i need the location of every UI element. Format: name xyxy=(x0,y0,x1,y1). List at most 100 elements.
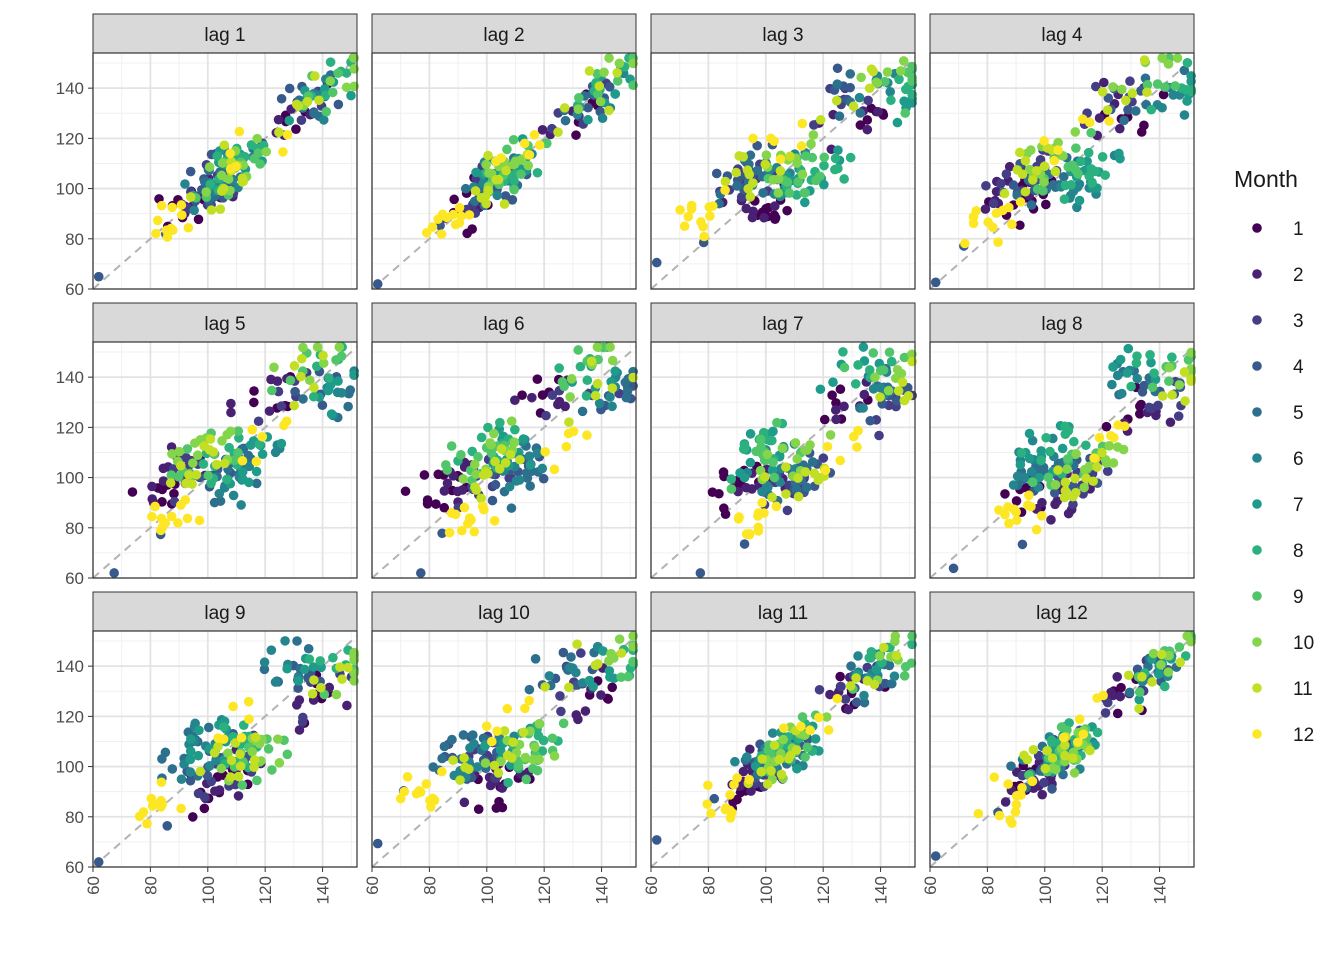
scatter-point xyxy=(215,204,226,214)
scatter-point xyxy=(622,386,633,397)
scatter-point xyxy=(249,386,259,396)
scatter-point xyxy=(237,780,248,790)
scatter-point xyxy=(499,199,510,209)
scatter-point xyxy=(278,147,288,157)
scatter-point xyxy=(838,347,848,357)
scatter-point xyxy=(470,186,481,196)
scatter-point xyxy=(1125,76,1135,87)
scatter-point xyxy=(793,176,804,187)
scatter-point xyxy=(194,515,205,526)
scatter-point xyxy=(427,222,438,232)
scatter-point xyxy=(274,127,284,138)
scatter-point xyxy=(263,744,274,754)
scatter-point xyxy=(519,138,530,149)
scatter-point xyxy=(269,362,279,373)
legend-label: 9 xyxy=(1293,587,1304,608)
x-tick-label: 140 xyxy=(314,876,333,904)
scatter-point xyxy=(173,518,183,528)
scatter-point xyxy=(547,390,558,400)
scatter-point xyxy=(1078,729,1089,740)
scatter-point xyxy=(757,497,767,508)
scatter-point xyxy=(1058,171,1069,182)
scatter-point xyxy=(835,455,846,466)
scatter-point xyxy=(209,747,220,758)
scatter-point xyxy=(510,395,520,405)
scatter-point xyxy=(495,745,506,756)
scatter-point xyxy=(335,662,345,672)
scatter-point xyxy=(592,89,603,100)
legend-label: 5 xyxy=(1293,403,1304,424)
legend-label: 6 xyxy=(1293,449,1304,470)
scatter-point xyxy=(204,445,215,455)
scatter-point xyxy=(862,676,873,686)
scatter-point xyxy=(292,636,302,646)
scatter-point xyxy=(897,377,908,388)
scatter-point xyxy=(564,417,574,427)
scatter-point xyxy=(1117,84,1127,95)
scatter-point xyxy=(447,734,457,745)
scatter-point xyxy=(886,95,896,106)
scatter-point xyxy=(282,663,292,674)
scatter-point xyxy=(525,460,536,470)
y-tick-label: 120 xyxy=(56,129,84,148)
scatter-point xyxy=(757,754,767,764)
scatter-point xyxy=(864,365,875,375)
scatter-point xyxy=(217,436,227,446)
scatter-point xyxy=(203,470,213,481)
scatter-point xyxy=(848,101,859,112)
scatter-point xyxy=(605,392,615,402)
scatter-point xyxy=(337,674,347,685)
scatter-point xyxy=(1007,219,1017,230)
scatter-point xyxy=(1100,708,1111,718)
scatter-point xyxy=(333,376,343,386)
scatter-point xyxy=(805,725,815,736)
scatter-point xyxy=(565,392,575,402)
scatter-point xyxy=(333,68,343,78)
y-tick-label: 120 xyxy=(56,707,84,726)
scatter-point xyxy=(1112,708,1123,719)
scatter-point xyxy=(273,114,284,125)
scatter-point xyxy=(1036,455,1046,466)
scatter-point xyxy=(1148,648,1159,659)
scatter-point xyxy=(506,503,517,513)
scatter-point xyxy=(744,774,755,785)
scatter-point xyxy=(791,484,802,495)
scatter-point xyxy=(884,660,895,671)
scatter-point xyxy=(851,697,862,708)
scatter-point xyxy=(206,205,217,215)
scatter-point xyxy=(400,486,411,497)
scatter-point xyxy=(496,444,507,454)
scatter-point xyxy=(792,454,802,464)
scatter-point xyxy=(508,134,519,145)
scatter-point xyxy=(739,539,750,549)
scatter-point xyxy=(725,813,736,823)
scatter-point xyxy=(251,466,262,477)
scatter-point xyxy=(1157,53,1167,63)
scatter-point xyxy=(1071,449,1081,459)
facet-strip xyxy=(371,591,637,632)
scatter-point xyxy=(157,497,167,507)
scatter-point xyxy=(1123,105,1133,115)
scatter-point xyxy=(538,735,549,746)
scatter-point xyxy=(469,526,480,537)
scatter-point xyxy=(217,158,228,168)
facet-strip xyxy=(929,302,1195,343)
scatter-point xyxy=(1039,136,1049,146)
scatter-point xyxy=(1017,783,1027,793)
scatter-point xyxy=(176,200,187,210)
scatter-point xyxy=(732,181,742,191)
scatter-point xyxy=(988,198,999,209)
facet-title: lag 12 xyxy=(1036,603,1088,624)
y-tick-label: 60 xyxy=(65,858,84,877)
scatter-point xyxy=(270,447,281,458)
x-tick-label: 120 xyxy=(256,876,275,904)
scatter-point xyxy=(499,726,510,736)
scatter-point xyxy=(492,726,502,736)
scatter-point xyxy=(991,208,1002,219)
scatter-point xyxy=(465,743,475,753)
scatter-point xyxy=(185,767,196,777)
scatter-point xyxy=(458,474,468,484)
scatter-point xyxy=(1075,156,1086,167)
panel-border xyxy=(371,630,637,868)
